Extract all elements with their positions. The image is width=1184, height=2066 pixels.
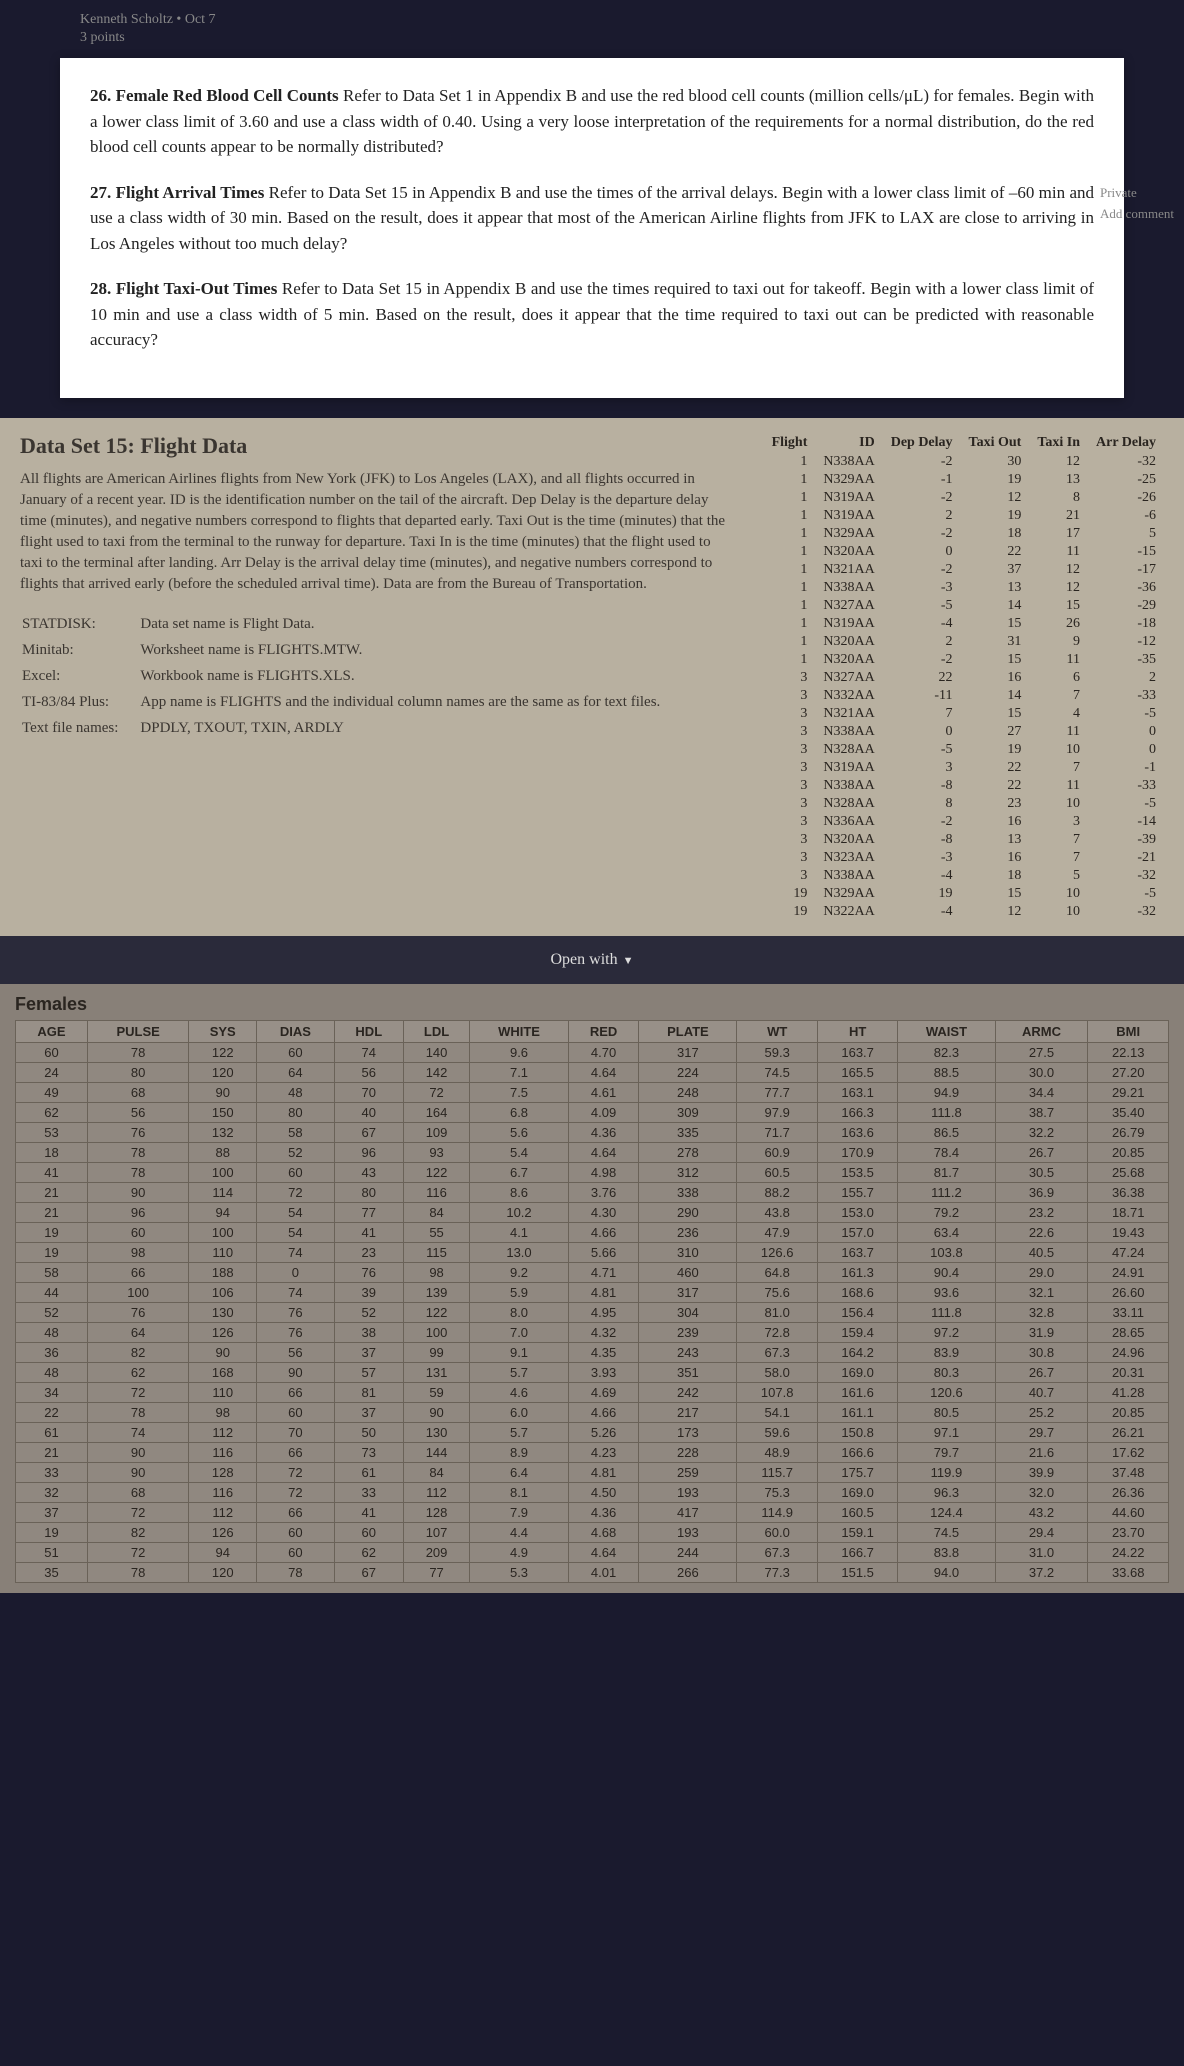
table-row: 3N328AA82310-5 — [764, 795, 1164, 813]
table-row: 219011472801168.63.7633888.2155.7111.236… — [16, 1182, 1169, 1202]
table-row: 3N321AA7154-5 — [764, 705, 1164, 723]
table-row: 3N338AA-82211-33 — [764, 777, 1164, 795]
dataset-tools: STATDISK:Data set name is Flight Data.Mi… — [20, 610, 662, 742]
table-row: 4968904870727.54.6124877.7163.194.934.42… — [16, 1082, 1169, 1102]
table-row: 377211266411287.94.36417114.9160.5124.44… — [16, 1502, 1169, 1522]
table-row: 1N319AA21921-6 — [764, 507, 1164, 525]
table-row: 5866188076989.24.7146064.8161.390.429.02… — [16, 1262, 1169, 1282]
table-row: 326811672331128.14.5019375.3169.096.332.… — [16, 1482, 1169, 1502]
open-with-bar[interactable]: Open with▼ — [0, 936, 1184, 984]
table-row: 248012064561427.14.6422474.5165.588.530.… — [16, 1062, 1169, 1082]
table-row: 219011666731448.94.2322848.9166.679.721.… — [16, 1442, 1169, 1462]
date: Oct 7 — [185, 12, 216, 27]
table-row: 3N336AA-2163-14 — [764, 813, 1164, 831]
table-row: 21969454778410.24.3029043.8153.079.223.2… — [16, 1202, 1169, 1222]
females-section: Females AGEPULSESYSDIASHDLLDLWHITEREDPLA… — [0, 984, 1184, 1593]
table-row: 1N320AA02211-15 — [764, 543, 1164, 561]
table-row: 486412676381007.04.3223972.8159.497.231.… — [16, 1322, 1169, 1342]
table-row: 486216890571315.73.9335158.0169.080.326.… — [16, 1362, 1169, 1382]
add-comment-label[interactable]: Add comment — [1100, 206, 1174, 222]
table-row: 2278986037906.04.6621754.1161.180.525.22… — [16, 1402, 1169, 1422]
table-row: 51729460622094.94.6424467.3166.783.831.0… — [16, 1542, 1169, 1562]
table-row: 1N329AA-218175 — [764, 525, 1164, 543]
table-row: 19N329AA191510-5 — [764, 885, 1164, 903]
table-row: 3N338AA027110 — [764, 723, 1164, 741]
table-row: 4410010674391395.94.8131775.6168.693.632… — [16, 1282, 1169, 1302]
side-labels: Private Add comment — [1100, 180, 1174, 227]
table-row: 3N332AA-11147-33 — [764, 687, 1164, 705]
points: 3 points — [80, 30, 1104, 46]
table-row: 625615080401646.84.0930997.9166.3111.838… — [16, 1102, 1169, 1122]
table-row: 3N319AA3227-1 — [764, 759, 1164, 777]
table-row: 1N338AA-23012-32 — [764, 453, 1164, 471]
table-row: 1N320AA2319-12 — [764, 633, 1164, 651]
table-row: 1N321AA-23712-17 — [764, 561, 1164, 579]
table-row: 1N327AA-51415-29 — [764, 597, 1164, 615]
question-26: 26. Female Red Blood Cell Counts Refer t… — [90, 83, 1094, 160]
table-row: 198212660601074.44.6819360.0159.174.529.… — [16, 1522, 1169, 1542]
private-label: Private — [1100, 185, 1174, 201]
table-row: 3N328AA-519100 — [764, 741, 1164, 759]
flight-data-table: FlightIDDep DelayTaxi OutTaxi InArr Dela… — [764, 433, 1164, 921]
table-row: 1N319AA-2128-26 — [764, 489, 1164, 507]
table-row: 527613076521228.04.9530481.0156.4111.832… — [16, 1302, 1169, 1322]
question-27: 27. Flight Arrival Times Refer to Data S… — [90, 180, 1094, 257]
table-row: 607812260741409.64.7031759.3163.782.327.… — [16, 1042, 1169, 1062]
table-row: 3N327AA221662 — [764, 669, 1164, 687]
table-row: 19N322AA-41210-32 — [764, 903, 1164, 921]
table-row: 1N319AA-41526-18 — [764, 615, 1164, 633]
table-row: 1998110742311513.05.66310126.6163.7103.8… — [16, 1242, 1169, 1262]
table-row: 34721106681594.64.69242107.8161.6120.640… — [16, 1382, 1169, 1402]
table-row: 3N320AA-8137-39 — [764, 831, 1164, 849]
table-row: 537613258671095.64.3633571.7163.686.532.… — [16, 1122, 1169, 1142]
females-title: Females — [15, 994, 1169, 1015]
header-meta: Kenneth Scholtz • Oct 7 3 points — [0, 0, 1184, 58]
question-28: 28. Flight Taxi-Out Times Refer to Data … — [90, 276, 1094, 353]
table-row: 1878885296935.44.6427860.9170.978.426.72… — [16, 1142, 1169, 1162]
table-row: 33901287261846.44.81259115.7175.7119.939… — [16, 1462, 1169, 1482]
dataset-15: Data Set 15: Flight Data All flights are… — [0, 418, 1184, 936]
table-row: 3N323AA-3167-21 — [764, 849, 1164, 867]
chevron-down-icon: ▼ — [623, 955, 634, 967]
textbook-excerpt: 26. Female Red Blood Cell Counts Refer t… — [60, 58, 1124, 398]
table-row: 617411270501305.75.2617359.6150.897.129.… — [16, 1422, 1169, 1442]
dataset-title: Data Set 15: Flight Data — [20, 433, 734, 459]
table-row: 19601005441554.14.6623647.9157.063.422.6… — [16, 1222, 1169, 1242]
table-row: 1N320AA-21511-35 — [764, 651, 1164, 669]
table-row: 1N338AA-31312-36 — [764, 579, 1164, 597]
table-row: 1N329AA-11913-25 — [764, 471, 1164, 489]
table-row: 3682905637999.14.3524367.3164.283.930.82… — [16, 1342, 1169, 1362]
table-row: 3N338AA-4185-32 — [764, 867, 1164, 885]
females-table: AGEPULSESYSDIASHDLLDLWHITEREDPLATEWTHTWA… — [15, 1020, 1169, 1583]
table-row: 417810060431226.74.9831260.5153.581.730.… — [16, 1162, 1169, 1182]
author: Kenneth Scholtz — [80, 12, 173, 27]
table-row: 35781207867775.34.0126677.3151.594.037.2… — [16, 1562, 1169, 1582]
dataset-description: All flights are American Airlines flight… — [20, 469, 734, 595]
